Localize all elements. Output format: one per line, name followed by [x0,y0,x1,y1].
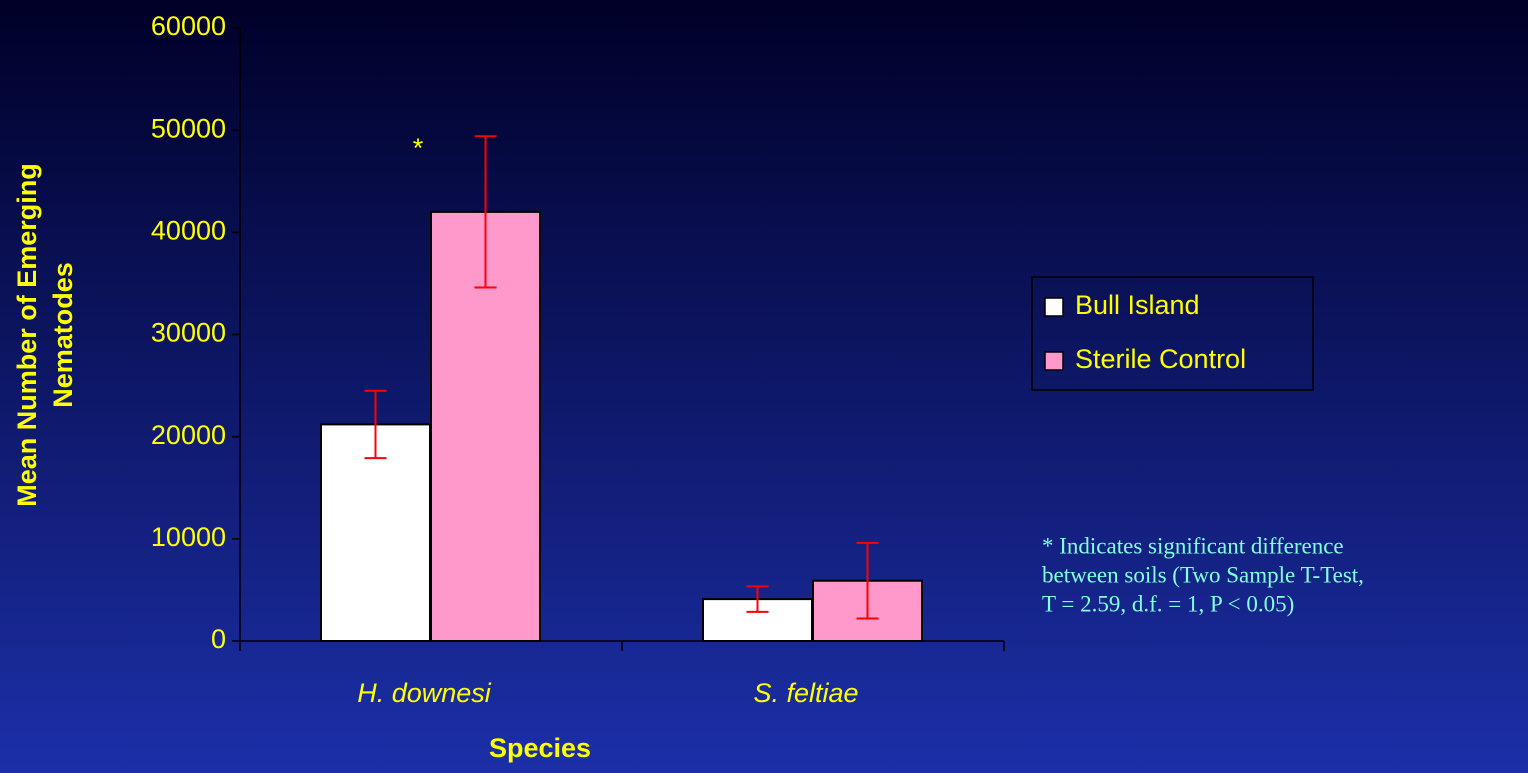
legend-label: Sterile Control [1075,344,1246,374]
y-axis-title-line: Nematodes [48,262,78,408]
legend-box [1031,276,1314,391]
bar [320,423,431,643]
error-bar [474,135,497,289]
x-tick-label: S. feltiae [753,678,858,708]
y-tick-label: 10000 [151,522,226,552]
x-tick-label: H. downesi [357,678,492,708]
x-axis-title: Species [489,733,591,763]
significance-marker: * [413,133,424,163]
y-tick-label: 20000 [151,420,226,450]
error-bar [856,541,879,620]
note: * Indicates significant difference betwee… [1042,533,1364,616]
legend-swatch [1044,351,1064,371]
note-line: * Indicates significant difference [1042,533,1344,558]
y-axis-title: Mean Number of Emerging Nematodes [12,163,78,507]
legend-swatch [1044,297,1064,317]
y-tick-label: 0 [211,624,226,654]
note-line: between soils (Two Sample T-Test, [1042,562,1364,587]
error-bar [746,585,769,613]
y-axis-title-line: Mean Number of Emerging [12,163,42,507]
y-tick-label: 30000 [151,318,226,348]
y-tick-label: 60000 [151,11,226,41]
error-bar [364,389,387,460]
y-tick-label: 40000 [151,215,226,245]
note-line: T = 2.59, d.f. = 1, P < 0.05) [1042,591,1294,616]
y-tick-label: 50000 [151,113,226,143]
legend-label: Bull Island [1075,290,1200,320]
